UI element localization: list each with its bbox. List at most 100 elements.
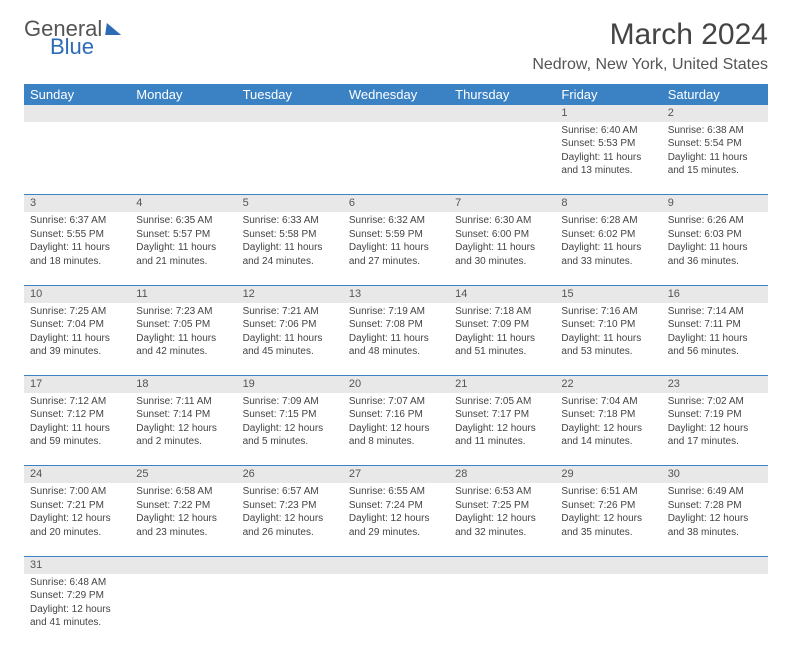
day-number: 28: [449, 466, 555, 483]
content-row: Sunrise: 7:12 AMSunset: 7:12 PMDaylight:…: [24, 393, 768, 466]
day-cell: [130, 122, 236, 195]
day-cell: [237, 574, 343, 647]
day-cell: Sunrise: 6:49 AMSunset: 7:28 PMDaylight:…: [662, 483, 768, 556]
day-cell: Sunrise: 7:25 AMSunset: 7:04 PMDaylight:…: [24, 303, 130, 376]
header: General Blue March 2024 Nedrow, New York…: [24, 18, 768, 74]
day-cell-content: Sunrise: 6:57 AMSunset: 7:23 PMDaylight:…: [237, 483, 343, 541]
day-number: 4: [130, 195, 236, 212]
day-cell: [662, 574, 768, 647]
day-cell-content: Sunrise: 7:05 AMSunset: 7:17 PMDaylight:…: [449, 393, 555, 451]
day-number: 23: [662, 376, 768, 393]
location: Nedrow, New York, United States: [532, 56, 768, 74]
day-number: 5: [237, 195, 343, 212]
weekday-header: Monday: [130, 84, 236, 105]
day-number: 31: [24, 556, 130, 573]
day-number: 1: [555, 105, 661, 122]
day-cell-content: Sunrise: 7:18 AMSunset: 7:09 PMDaylight:…: [449, 303, 555, 361]
day-cell: [449, 122, 555, 195]
weekday-header: Saturday: [662, 84, 768, 105]
day-number: 6: [343, 195, 449, 212]
content-row: Sunrise: 6:48 AMSunset: 7:29 PMDaylight:…: [24, 574, 768, 647]
day-number: [237, 556, 343, 573]
weekday-header: Sunday: [24, 84, 130, 105]
day-cell-content: Sunrise: 6:40 AMSunset: 5:53 PMDaylight:…: [555, 122, 661, 180]
day-cell: Sunrise: 6:53 AMSunset: 7:25 PMDaylight:…: [449, 483, 555, 556]
weekday-header: Tuesday: [237, 84, 343, 105]
day-cell: Sunrise: 6:40 AMSunset: 5:53 PMDaylight:…: [555, 122, 661, 195]
day-number: 29: [555, 466, 661, 483]
day-cell-content: Sunrise: 6:30 AMSunset: 6:00 PMDaylight:…: [449, 212, 555, 270]
day-cell-content: Sunrise: 6:51 AMSunset: 7:26 PMDaylight:…: [555, 483, 661, 541]
daynum-row: 31: [24, 556, 768, 573]
day-cell-content: Sunrise: 6:58 AMSunset: 7:22 PMDaylight:…: [130, 483, 236, 541]
day-cell-content: Sunrise: 6:48 AMSunset: 7:29 PMDaylight:…: [24, 574, 130, 632]
day-cell: Sunrise: 7:00 AMSunset: 7:21 PMDaylight:…: [24, 483, 130, 556]
day-cell-content: Sunrise: 6:33 AMSunset: 5:58 PMDaylight:…: [237, 212, 343, 270]
day-cell: Sunrise: 7:14 AMSunset: 7:11 PMDaylight:…: [662, 303, 768, 376]
day-cell: Sunrise: 6:58 AMSunset: 7:22 PMDaylight:…: [130, 483, 236, 556]
day-number: 11: [130, 285, 236, 302]
day-cell: Sunrise: 7:12 AMSunset: 7:12 PMDaylight:…: [24, 393, 130, 466]
day-cell: Sunrise: 6:55 AMSunset: 7:24 PMDaylight:…: [343, 483, 449, 556]
day-cell-content: Sunrise: 7:16 AMSunset: 7:10 PMDaylight:…: [555, 303, 661, 361]
day-cell: Sunrise: 6:51 AMSunset: 7:26 PMDaylight:…: [555, 483, 661, 556]
day-number: [555, 556, 661, 573]
day-cell-content: Sunrise: 6:32 AMSunset: 5:59 PMDaylight:…: [343, 212, 449, 270]
logo: General Blue: [24, 18, 122, 58]
day-cell-content: Sunrise: 6:37 AMSunset: 5:55 PMDaylight:…: [24, 212, 130, 270]
day-cell-content: Sunrise: 7:04 AMSunset: 7:18 PMDaylight:…: [555, 393, 661, 451]
day-cell: Sunrise: 7:16 AMSunset: 7:10 PMDaylight:…: [555, 303, 661, 376]
day-cell-content: Sunrise: 6:49 AMSunset: 7:28 PMDaylight:…: [662, 483, 768, 541]
day-cell-content: Sunrise: 7:11 AMSunset: 7:14 PMDaylight:…: [130, 393, 236, 451]
day-cell: [555, 574, 661, 647]
day-number: 2: [662, 105, 768, 122]
day-number: 10: [24, 285, 130, 302]
day-number: 24: [24, 466, 130, 483]
day-number: 20: [343, 376, 449, 393]
calendar-table: Sunday Monday Tuesday Wednesday Thursday…: [24, 84, 768, 647]
day-number: 18: [130, 376, 236, 393]
page-title: March 2024: [532, 18, 768, 52]
day-cell: Sunrise: 7:18 AMSunset: 7:09 PMDaylight:…: [449, 303, 555, 376]
day-cell-content: Sunrise: 6:38 AMSunset: 5:54 PMDaylight:…: [662, 122, 768, 180]
day-cell: [237, 122, 343, 195]
day-number: [130, 556, 236, 573]
day-cell-content: Sunrise: 7:19 AMSunset: 7:08 PMDaylight:…: [343, 303, 449, 361]
content-row: Sunrise: 6:37 AMSunset: 5:55 PMDaylight:…: [24, 212, 768, 285]
weekday-header: Friday: [555, 84, 661, 105]
weekday-header: Wednesday: [343, 84, 449, 105]
day-cell: Sunrise: 6:35 AMSunset: 5:57 PMDaylight:…: [130, 212, 236, 285]
day-number: 16: [662, 285, 768, 302]
day-number: 14: [449, 285, 555, 302]
day-cell: Sunrise: 7:07 AMSunset: 7:16 PMDaylight:…: [343, 393, 449, 466]
day-cell-content: Sunrise: 6:53 AMSunset: 7:25 PMDaylight:…: [449, 483, 555, 541]
day-cell: Sunrise: 7:04 AMSunset: 7:18 PMDaylight:…: [555, 393, 661, 466]
daynum-row: 10111213141516: [24, 285, 768, 302]
day-cell: [449, 574, 555, 647]
day-cell: Sunrise: 7:11 AMSunset: 7:14 PMDaylight:…: [130, 393, 236, 466]
weekday-header: Thursday: [449, 84, 555, 105]
day-cell-content: Sunrise: 7:23 AMSunset: 7:05 PMDaylight:…: [130, 303, 236, 361]
day-cell: Sunrise: 7:19 AMSunset: 7:08 PMDaylight:…: [343, 303, 449, 376]
content-row: Sunrise: 6:40 AMSunset: 5:53 PMDaylight:…: [24, 122, 768, 195]
daynum-row: 24252627282930: [24, 466, 768, 483]
day-cell-content: Sunrise: 7:12 AMSunset: 7:12 PMDaylight:…: [24, 393, 130, 451]
day-number: 9: [662, 195, 768, 212]
day-number: 17: [24, 376, 130, 393]
day-cell-content: Sunrise: 7:00 AMSunset: 7:21 PMDaylight:…: [24, 483, 130, 541]
day-cell: Sunrise: 6:26 AMSunset: 6:03 PMDaylight:…: [662, 212, 768, 285]
day-cell: Sunrise: 7:23 AMSunset: 7:05 PMDaylight:…: [130, 303, 236, 376]
day-number: 30: [662, 466, 768, 483]
daynum-row: 17181920212223: [24, 376, 768, 393]
day-cell: [343, 574, 449, 647]
day-number: 21: [449, 376, 555, 393]
day-cell-content: Sunrise: 6:55 AMSunset: 7:24 PMDaylight:…: [343, 483, 449, 541]
day-cell-content: Sunrise: 7:09 AMSunset: 7:15 PMDaylight:…: [237, 393, 343, 451]
day-cell-content: Sunrise: 7:07 AMSunset: 7:16 PMDaylight:…: [343, 393, 449, 451]
day-cell: Sunrise: 6:30 AMSunset: 6:00 PMDaylight:…: [449, 212, 555, 285]
day-number: [343, 556, 449, 573]
day-cell-content: Sunrise: 7:21 AMSunset: 7:06 PMDaylight:…: [237, 303, 343, 361]
content-row: Sunrise: 7:25 AMSunset: 7:04 PMDaylight:…: [24, 303, 768, 376]
day-cell-content: Sunrise: 6:26 AMSunset: 6:03 PMDaylight:…: [662, 212, 768, 270]
day-cell: Sunrise: 7:09 AMSunset: 7:15 PMDaylight:…: [237, 393, 343, 466]
